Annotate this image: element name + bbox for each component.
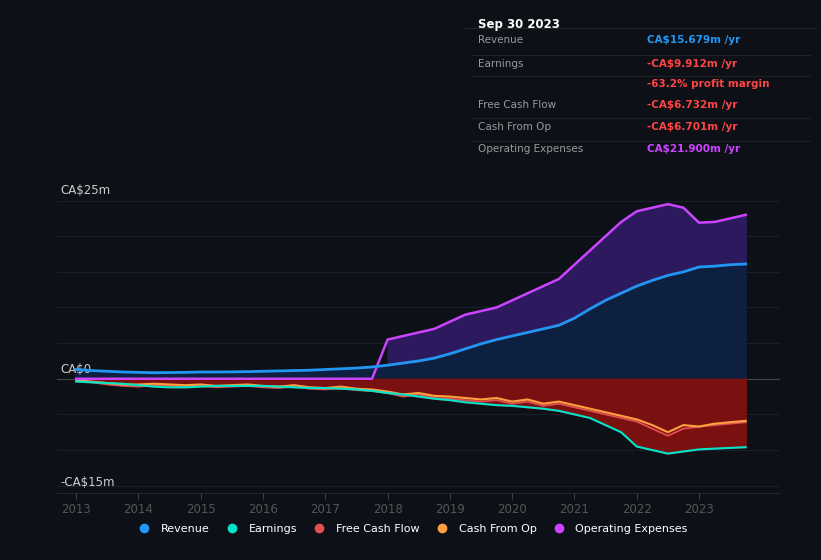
Text: -CA$6.732m /yr: -CA$6.732m /yr [648, 100, 738, 110]
Text: Revenue: Revenue [478, 35, 523, 45]
Text: Cash From Op: Cash From Op [478, 122, 551, 132]
Text: CA$15.679m /yr: CA$15.679m /yr [648, 35, 741, 45]
Text: CA$0: CA$0 [61, 363, 92, 376]
Legend: Revenue, Earnings, Free Cash Flow, Cash From Op, Operating Expenses: Revenue, Earnings, Free Cash Flow, Cash … [128, 519, 693, 540]
Text: -CA$6.701m /yr: -CA$6.701m /yr [648, 122, 738, 132]
Text: Operating Expenses: Operating Expenses [478, 144, 583, 154]
Text: CA$21.900m /yr: CA$21.900m /yr [648, 144, 741, 154]
Text: Free Cash Flow: Free Cash Flow [478, 100, 556, 110]
Text: -63.2% profit margin: -63.2% profit margin [648, 79, 770, 89]
Text: Earnings: Earnings [478, 59, 524, 68]
Text: -CA$9.912m /yr: -CA$9.912m /yr [648, 59, 737, 68]
Text: -CA$15m: -CA$15m [61, 476, 115, 489]
Text: CA$25m: CA$25m [61, 184, 111, 197]
Text: Sep 30 2023: Sep 30 2023 [478, 17, 560, 31]
